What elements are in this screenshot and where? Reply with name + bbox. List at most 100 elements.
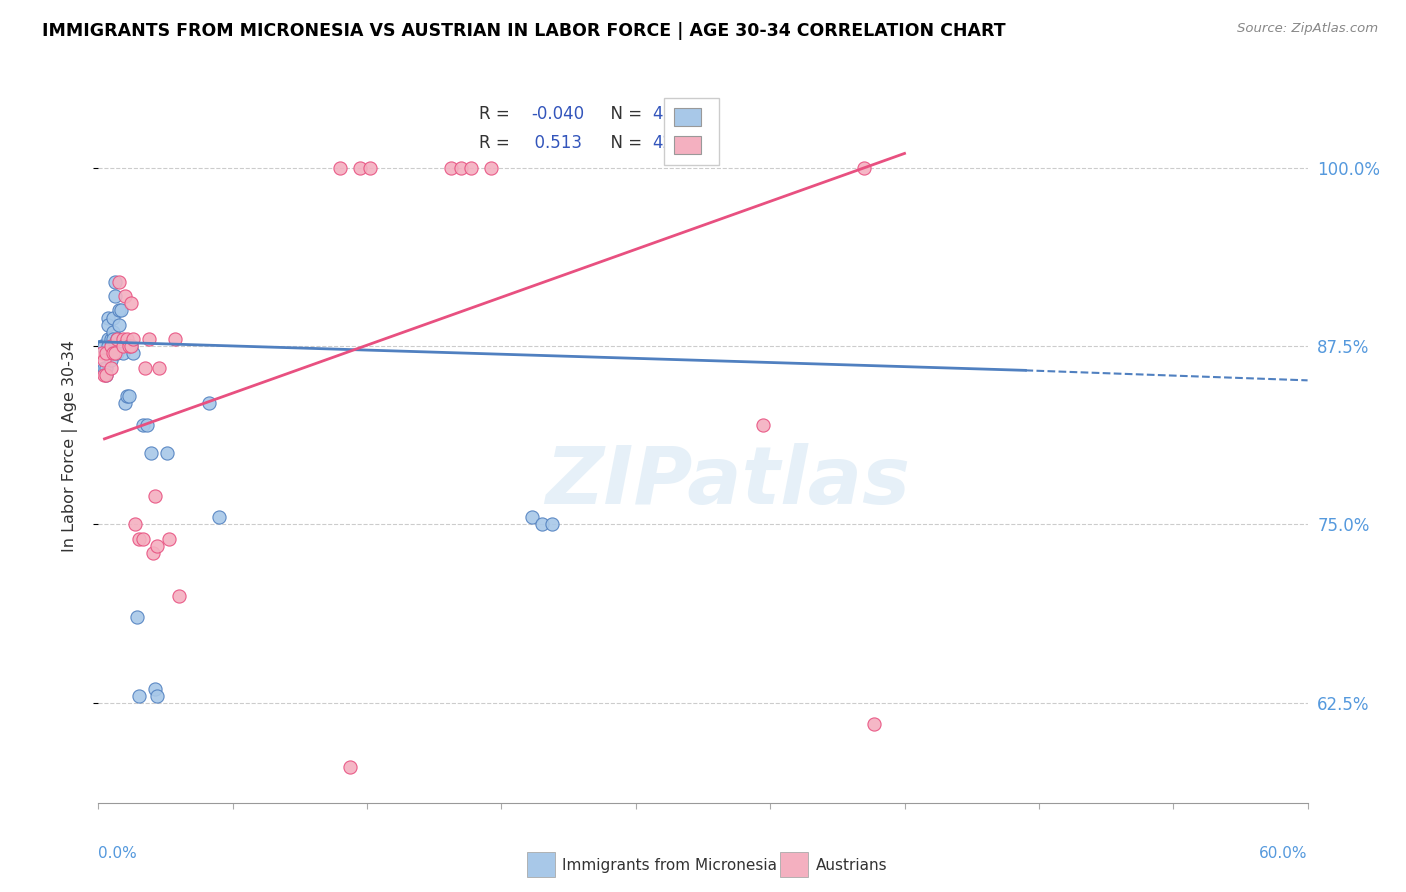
Point [115, 332, 138, 346]
Point [100, 346, 122, 360]
Point [111, 339, 134, 353]
Point [93, 339, 115, 353]
Point [121, 332, 143, 346]
Text: IMMIGRANTS FROM MICRONESIA VS AUSTRIAN IN LABOR FORCE | AGE 30-34 CORRELATION CH: IMMIGRANTS FROM MICRONESIA VS AUSTRIAN I… [42, 22, 1005, 40]
Text: 0.0%: 0.0% [98, 846, 138, 861]
Point [460, 161, 482, 175]
Point [198, 396, 221, 410]
Point [156, 446, 179, 460]
Point [97, 339, 120, 353]
Text: 42: 42 [652, 134, 673, 152]
Point [96, 368, 118, 382]
Point [450, 161, 472, 175]
Point [93, 353, 115, 368]
Point [208, 510, 231, 524]
Text: Immigrants from Micronesia: Immigrants from Micronesia [562, 858, 778, 872]
Point [96, 346, 118, 360]
Point [107, 275, 129, 289]
Point [120, 339, 142, 353]
Point [97, 332, 120, 346]
Point [520, 510, 543, 524]
Point [530, 517, 553, 532]
Text: ZIPatlas: ZIPatlas [544, 442, 910, 521]
Point [124, 517, 146, 532]
Point [157, 532, 180, 546]
Point [128, 689, 150, 703]
Point [93, 368, 115, 382]
Point [360, 161, 382, 175]
Text: N =: N = [600, 134, 648, 152]
Point [97, 310, 120, 325]
Point [110, 303, 132, 318]
Point [853, 161, 876, 175]
Point [128, 532, 150, 546]
Point [96, 368, 118, 382]
Point [101, 332, 124, 346]
Point [114, 289, 136, 303]
Point [863, 717, 886, 731]
Point [146, 689, 169, 703]
Legend: , : , [664, 97, 718, 165]
Point [481, 161, 503, 175]
Point [167, 589, 190, 603]
Y-axis label: In Labor Force | Age 30-34: In Labor Force | Age 30-34 [62, 340, 77, 552]
Point [135, 417, 157, 432]
Point [107, 318, 129, 332]
Point [93, 360, 115, 375]
Point [440, 161, 463, 175]
Point [97, 318, 120, 332]
Point [142, 546, 165, 560]
Point [100, 353, 122, 368]
Text: N =: N = [600, 105, 648, 123]
Point [100, 332, 122, 346]
Point [121, 346, 143, 360]
Point [329, 161, 352, 175]
Text: 0.513: 0.513 [524, 134, 582, 152]
Point [143, 681, 166, 696]
Point [111, 346, 134, 360]
Point [139, 446, 162, 460]
Point [96, 360, 118, 375]
Point [138, 332, 160, 346]
Point [100, 360, 122, 375]
Point [134, 360, 156, 375]
Point [101, 325, 124, 339]
Point [103, 275, 125, 289]
Point [148, 360, 170, 375]
Point [120, 339, 142, 353]
Text: R =: R = [479, 134, 516, 152]
Point [132, 532, 155, 546]
Point [143, 489, 166, 503]
Point [339, 760, 361, 774]
Text: Source: ZipAtlas.com: Source: ZipAtlas.com [1237, 22, 1378, 36]
Point [101, 310, 124, 325]
Point [91, 346, 114, 360]
Text: 41: 41 [652, 105, 673, 123]
Point [111, 332, 134, 346]
Text: 60.0%: 60.0% [1260, 846, 1308, 861]
Point [118, 339, 141, 353]
Point [146, 539, 169, 553]
Point [349, 161, 371, 175]
Point [125, 610, 148, 624]
Text: -0.040: -0.040 [531, 105, 585, 123]
Point [163, 332, 186, 346]
Point [105, 332, 128, 346]
Point [103, 346, 125, 360]
Point [105, 346, 128, 360]
Point [115, 389, 138, 403]
Point [118, 389, 141, 403]
Point [105, 332, 128, 346]
Point [120, 296, 142, 310]
Point [101, 346, 124, 360]
Point [541, 517, 564, 532]
Text: Austrians: Austrians [815, 858, 887, 872]
Point [100, 339, 122, 353]
Point [103, 289, 125, 303]
Point [132, 417, 155, 432]
Point [752, 417, 775, 432]
Point [114, 396, 136, 410]
Point [91, 339, 114, 353]
Point [107, 303, 129, 318]
Text: R =: R = [479, 105, 516, 123]
